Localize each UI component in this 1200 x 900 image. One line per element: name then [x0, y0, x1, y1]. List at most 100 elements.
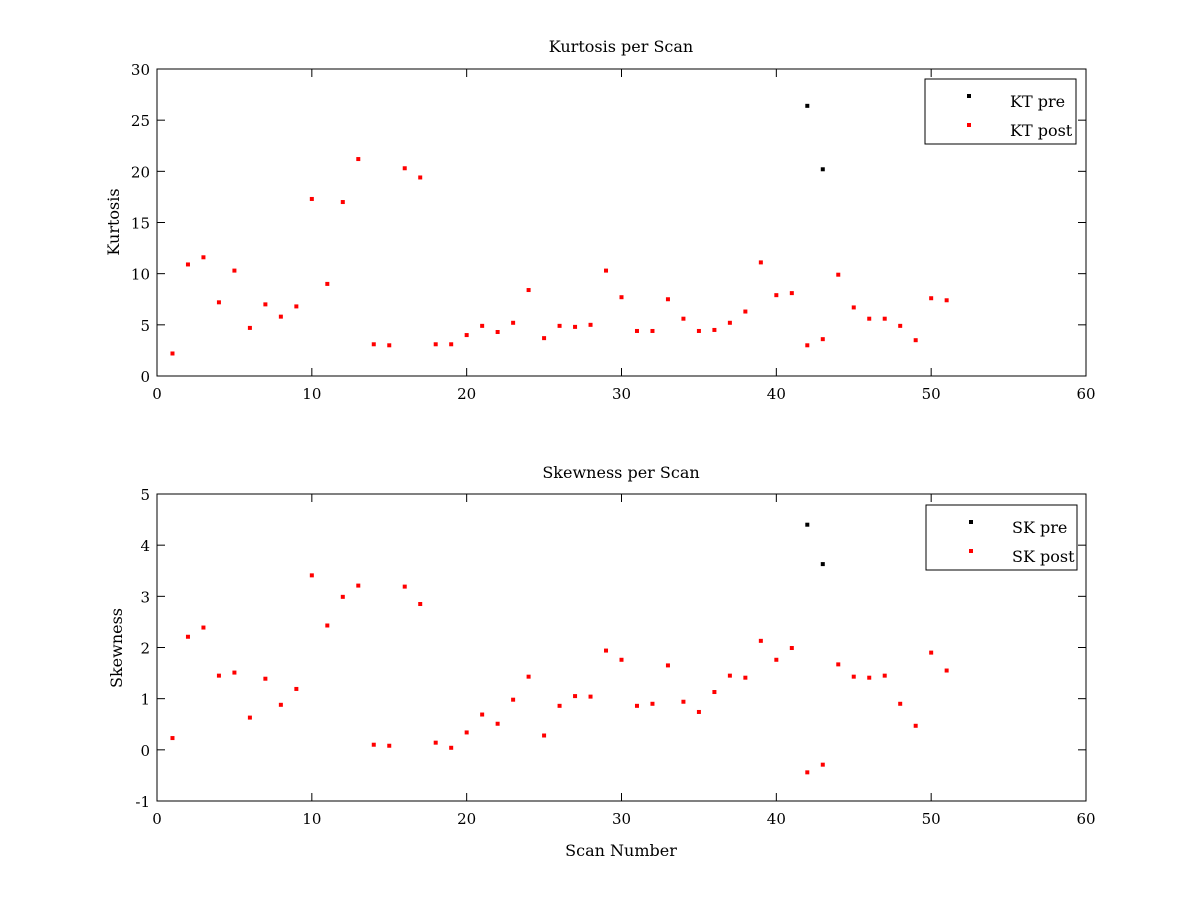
legend-marker-kt-post [967, 123, 971, 127]
data-point-sk-post [944, 668, 949, 673]
data-point-kt-post [371, 342, 376, 347]
data-point-sk-pre [820, 562, 825, 567]
data-point-sk-post [727, 673, 732, 678]
data-point-kt-post [805, 343, 810, 348]
data-point-kt-post [247, 325, 252, 330]
data-point-sk-post [836, 662, 841, 667]
data-point-kt-post [634, 328, 639, 333]
data-point-kt-post [727, 320, 732, 325]
data-point-kt-post [449, 342, 454, 347]
x-tick-label: 0 [152, 810, 162, 828]
data-point-sk-post [170, 736, 175, 741]
data-point-sk-post [511, 697, 516, 702]
data-point-sk-post [805, 770, 810, 775]
data-point-kt-post [619, 295, 624, 300]
y-tick-label: 25 [131, 112, 150, 130]
data-point-kt-post [758, 260, 763, 265]
legend-label-sk-pre: SK pre [1012, 518, 1067, 537]
data-point-sk-post [758, 638, 763, 643]
legend-box [924, 78, 1077, 145]
data-point-kt-post [743, 309, 748, 314]
data-point-kt-post [201, 255, 206, 260]
data-point-sk-post [573, 694, 578, 699]
legend-label-kt-post: KT post [1010, 121, 1073, 140]
data-point-sk-post [247, 715, 252, 720]
data-point-sk-post [340, 594, 345, 599]
legend-marker-kt-pre [967, 94, 971, 98]
data-point-kt-post [294, 304, 299, 309]
data-point-sk-post [495, 721, 500, 726]
data-point-kt-post [820, 337, 825, 342]
data-point-sk-post [588, 694, 593, 699]
x-tick-label: 40 [767, 385, 786, 403]
data-point-kt-post [511, 320, 516, 325]
data-point-kt-post [495, 329, 500, 334]
legend-marker-sk-post [969, 549, 973, 553]
y-tick-label: 5 [140, 486, 150, 504]
data-point-kt-post [588, 322, 593, 327]
data-point-kt-post [232, 268, 237, 273]
y-tick-label: 0 [140, 742, 150, 760]
data-point-kt-post [464, 333, 469, 338]
data-point-kt-post [898, 323, 903, 328]
data-point-kt-post [309, 196, 314, 201]
data-point-sk-post [743, 675, 748, 680]
data-point-sk-post [898, 701, 903, 706]
x-tick-label: 30 [612, 385, 631, 403]
plot-title: Skewness per Scan [542, 463, 699, 482]
data-point-kt-post [913, 338, 918, 343]
y-tick-label: 15 [131, 215, 150, 233]
data-point-kt-post [387, 343, 392, 348]
x-tick-label: 60 [1076, 385, 1095, 403]
data-point-sk-post [681, 699, 686, 704]
y-axis-label: Kurtosis [104, 188, 123, 255]
y-tick-label: 10 [131, 266, 150, 284]
data-point-sk-post [634, 703, 639, 708]
data-points [170, 103, 949, 356]
kurtosis-plot: Kurtosis per Scan Kurtosis 0 10 20 30 40 50 60… [104, 37, 1096, 403]
x-axis-label: Scan Number [565, 841, 677, 860]
data-point-kt-post [557, 323, 562, 328]
plot-title: Kurtosis per Scan [549, 37, 693, 56]
data-point-kt-post [340, 200, 345, 205]
legend-box [925, 504, 1078, 571]
x-tick-label: 0 [152, 385, 162, 403]
data-point-sk-post [418, 602, 423, 607]
data-point-sk-post [882, 673, 887, 678]
data-point-kt-post [480, 323, 485, 328]
data-point-kt-post [185, 262, 190, 267]
data-point-kt-post [681, 316, 686, 321]
data-point-sk-post [789, 646, 794, 651]
data-point-kt-post [851, 305, 856, 310]
data-point-sk-post [402, 584, 407, 589]
legend: SK pre SK post [925, 504, 1078, 571]
x-tick-label: 50 [922, 385, 941, 403]
y-axis-label: Skewness [107, 608, 126, 688]
y-tick-label: 2 [140, 640, 150, 658]
data-point-sk-post [356, 583, 361, 588]
data-point-kt-post [418, 175, 423, 180]
data-point-sk-post [619, 657, 624, 662]
data-point-sk-post [526, 674, 531, 679]
y-tick-label: 5 [140, 317, 150, 335]
data-point-sk-post [542, 733, 547, 738]
data-point-sk-post [387, 743, 392, 748]
x-tick-label: 20 [457, 810, 476, 828]
data-point-kt-post [650, 328, 655, 333]
data-point-kt-post [929, 296, 934, 301]
y-tick-label: 0 [140, 368, 150, 386]
data-point-kt-post [573, 324, 578, 329]
data-point-kt-post [712, 327, 717, 332]
x-tick-label: 10 [302, 810, 321, 828]
data-point-sk-post [433, 740, 438, 745]
skewness-plot: Skewness per Scan Skewness Scan Number 0… [107, 463, 1096, 860]
data-point-sk-post [851, 674, 856, 679]
x-tick-label: 30 [612, 810, 631, 828]
data-point-sk-post [294, 686, 299, 691]
ticks: 0 10 20 30 40 50 60 0 5 10 15 20 25 30 [131, 61, 1096, 403]
data-point-sk-post [913, 723, 918, 728]
x-tick-label: 60 [1076, 810, 1095, 828]
data-point-kt-post [278, 314, 283, 319]
y-tick-label: 3 [140, 588, 150, 606]
data-point-sk-post [449, 745, 454, 750]
